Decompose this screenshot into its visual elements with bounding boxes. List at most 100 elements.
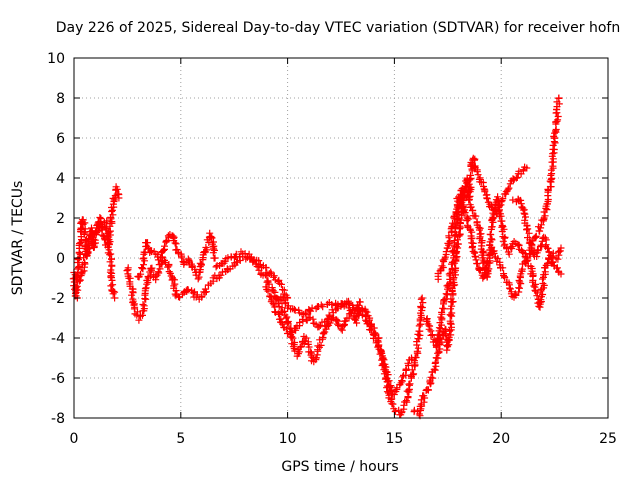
data-point bbox=[554, 116, 562, 124]
data-point bbox=[105, 233, 113, 241]
data-point bbox=[470, 249, 478, 257]
data-point bbox=[106, 258, 114, 266]
data-point bbox=[459, 203, 467, 211]
data-point bbox=[450, 221, 458, 229]
data-point bbox=[317, 301, 325, 309]
data-point bbox=[319, 329, 327, 337]
data-point bbox=[454, 215, 462, 223]
data-point bbox=[402, 365, 410, 373]
data-point bbox=[449, 219, 456, 227]
series-track-1 bbox=[69, 183, 123, 302]
data-point bbox=[109, 290, 117, 298]
data-point bbox=[301, 309, 309, 317]
data-point bbox=[539, 275, 546, 283]
data-point bbox=[272, 308, 279, 316]
data-point bbox=[524, 254, 532, 262]
y-tick-label: -6 bbox=[51, 371, 65, 387]
plot-frame bbox=[73, 57, 609, 419]
data-point bbox=[416, 315, 424, 323]
data-point bbox=[107, 250, 115, 258]
x-tick-label: 15 bbox=[385, 431, 403, 447]
data-point bbox=[211, 254, 219, 262]
data-point bbox=[439, 264, 447, 271]
data-point bbox=[202, 244, 210, 251]
data-point bbox=[489, 209, 497, 217]
data-point bbox=[442, 332, 450, 340]
data-point bbox=[423, 316, 431, 324]
data-point bbox=[266, 292, 274, 300]
data-point bbox=[261, 271, 269, 279]
data-point bbox=[488, 223, 496, 231]
data-point bbox=[554, 255, 562, 263]
x-axis-label: GPS time / hours bbox=[281, 459, 398, 475]
data-point bbox=[445, 270, 453, 278]
data-point bbox=[406, 380, 414, 388]
data-point bbox=[473, 260, 481, 268]
data-point bbox=[379, 355, 387, 363]
data-point bbox=[357, 307, 365, 315]
data-point bbox=[414, 344, 422, 352]
data-point bbox=[137, 270, 145, 278]
data-point bbox=[245, 250, 253, 258]
data-point bbox=[471, 252, 479, 260]
data-point bbox=[152, 273, 160, 281]
data-point bbox=[467, 183, 475, 191]
data-point bbox=[415, 410, 423, 418]
data-point bbox=[475, 265, 483, 273]
data-point bbox=[442, 290, 450, 298]
data-point bbox=[427, 379, 435, 387]
data-point bbox=[83, 245, 91, 253]
data-point bbox=[429, 374, 437, 382]
data-point bbox=[532, 232, 540, 240]
data-point bbox=[263, 286, 271, 293]
y-tick-label: -2 bbox=[51, 291, 65, 307]
data-point bbox=[148, 266, 155, 274]
series-track-2 bbox=[70, 217, 119, 302]
data-point bbox=[490, 250, 498, 257]
data-point bbox=[473, 168, 481, 176]
data-point bbox=[438, 262, 446, 270]
data-point bbox=[427, 373, 435, 381]
data-point bbox=[425, 325, 433, 333]
data-point bbox=[520, 209, 528, 217]
data-point bbox=[196, 259, 204, 267]
data-point bbox=[161, 242, 168, 250]
data-point bbox=[486, 254, 494, 262]
data-point bbox=[80, 230, 88, 238]
data-point bbox=[435, 335, 443, 343]
axis-ticks bbox=[73, 57, 609, 419]
data-point bbox=[208, 234, 216, 242]
data-point bbox=[296, 343, 304, 351]
data-point bbox=[392, 407, 399, 415]
data-point bbox=[162, 237, 170, 245]
data-point bbox=[301, 337, 309, 345]
data-point bbox=[458, 198, 466, 206]
data-point bbox=[557, 244, 565, 252]
data-point bbox=[466, 176, 474, 184]
data-point bbox=[109, 281, 117, 289]
data-point bbox=[81, 219, 89, 227]
data-point bbox=[493, 257, 501, 265]
data-point bbox=[550, 146, 558, 153]
y-tick-label: 10 bbox=[47, 51, 65, 67]
data-point bbox=[469, 243, 476, 250]
data-point bbox=[537, 224, 545, 232]
data-point bbox=[534, 247, 542, 255]
data-point bbox=[303, 310, 311, 318]
data-point bbox=[544, 259, 551, 267]
data-point bbox=[557, 270, 565, 278]
data-point bbox=[408, 366, 416, 374]
data-point bbox=[328, 301, 336, 308]
data-point bbox=[506, 284, 513, 292]
data-point bbox=[251, 257, 259, 265]
data-point bbox=[76, 276, 84, 284]
data-point bbox=[353, 305, 361, 313]
data-point bbox=[445, 234, 453, 242]
data-point bbox=[449, 247, 457, 255]
data-point bbox=[206, 229, 214, 237]
data-point bbox=[553, 264, 561, 272]
data-point bbox=[516, 278, 524, 286]
data-point bbox=[141, 285, 149, 293]
data-point bbox=[390, 391, 398, 398]
data-point bbox=[134, 308, 141, 316]
